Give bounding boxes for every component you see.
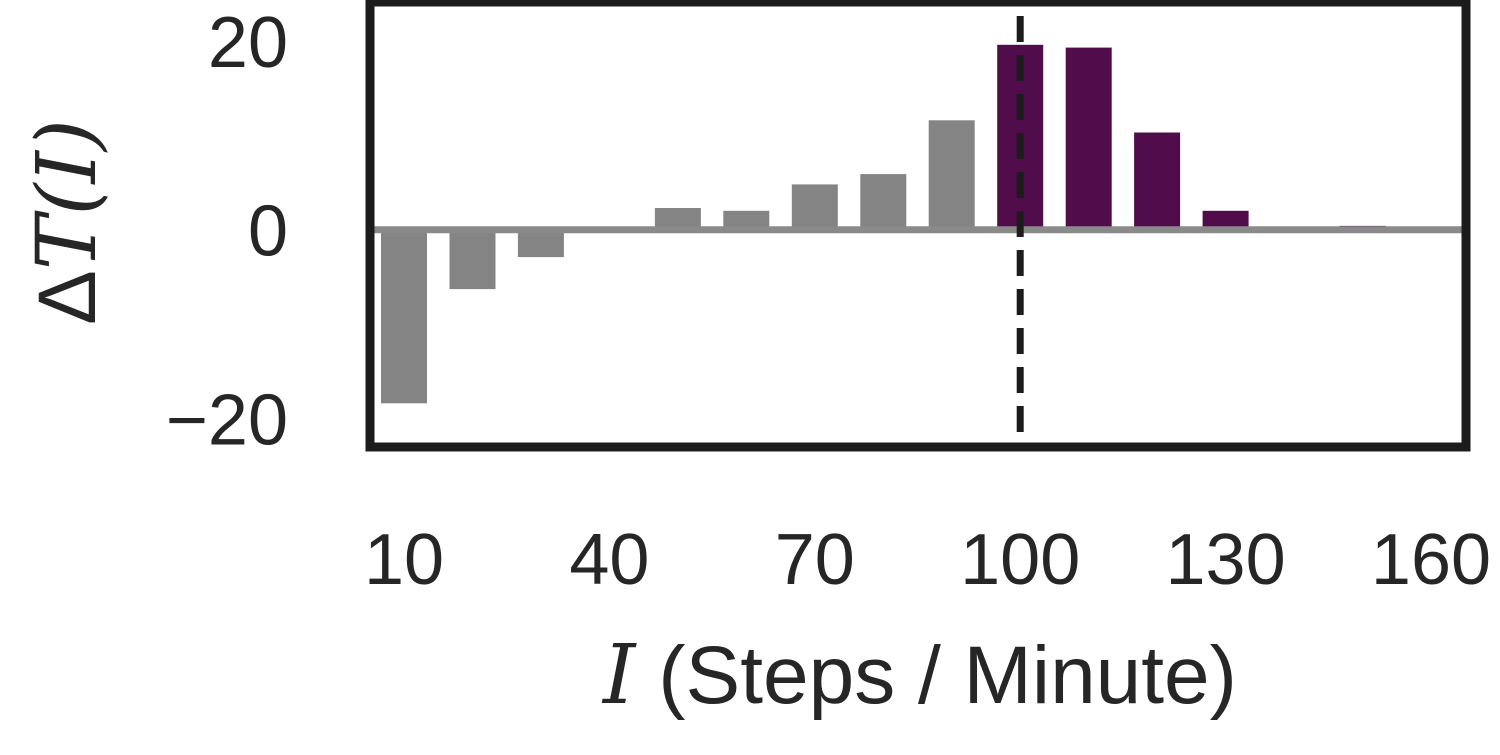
bar-130	[1202, 210, 1249, 230]
x-axis-variable: I	[601, 628, 637, 723]
x-axis-label: I (Steps / Minute)	[601, 628, 1237, 723]
bar-70	[791, 184, 838, 230]
bar-50	[654, 208, 701, 230]
y-tick-label: −20	[166, 380, 288, 460]
x-tick-label: 130	[1166, 520, 1286, 600]
y-tick-label: 20	[208, 3, 288, 83]
plot-frame	[365, 0, 1471, 452]
x-tick-label: 10	[364, 520, 444, 600]
y-axis-variable: T(I)	[20, 119, 115, 270]
bar-20	[449, 229, 496, 290]
bar-90	[928, 120, 975, 230]
x-tick-label: 160	[1371, 520, 1491, 600]
y-axis-delta: Δ	[22, 270, 113, 325]
bar-60	[723, 210, 770, 230]
y-axis-label: ΔT(I)	[20, 119, 115, 325]
y-tick-label: 0	[248, 192, 288, 272]
x-tick-label: 70	[775, 520, 855, 600]
x-tick-labels: 10 40 70 100 130 160	[364, 520, 1491, 600]
y-tick-labels: −20 0 20	[166, 3, 288, 460]
bars-layer	[381, 44, 1386, 404]
bar-10	[381, 229, 427, 404]
bar-30	[517, 229, 564, 258]
bar-110	[1065, 47, 1112, 230]
x-tick-label: 100	[960, 520, 1080, 600]
bar-80	[860, 174, 907, 230]
x-tick-label: 40	[569, 520, 649, 600]
x-axis-unit-text: (Steps / Minute)	[635, 630, 1237, 721]
bar-120	[1134, 132, 1181, 230]
